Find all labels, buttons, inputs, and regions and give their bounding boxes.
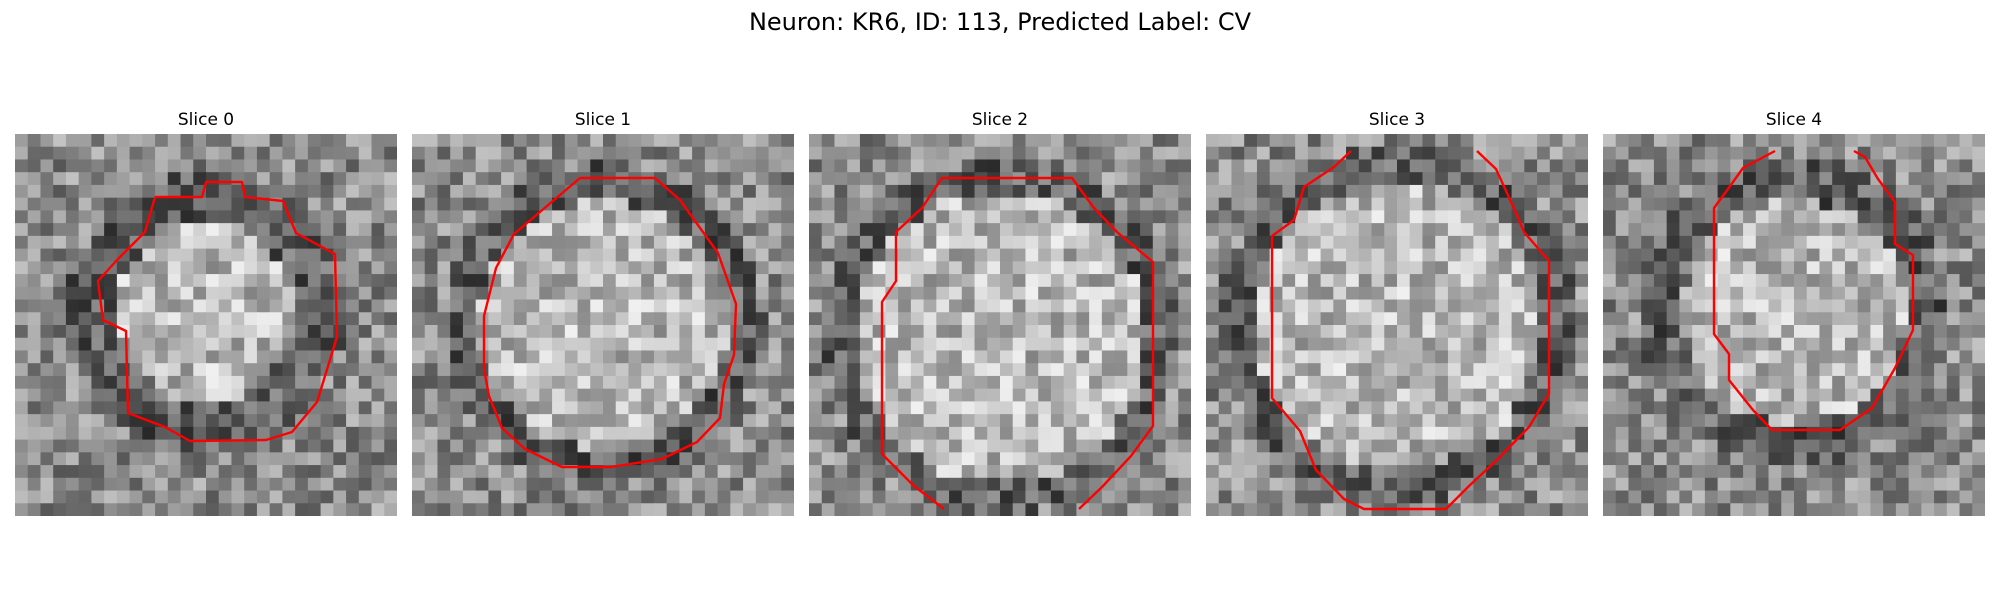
slice-title-3: Slice 3 [1368, 110, 1426, 130]
slice-title-0: Slice 0 [177, 110, 235, 130]
slice-title-4: Slice 4 [1765, 110, 1823, 130]
slice-panel-0: Slice 0 [15, 110, 397, 516]
slice-image-3 [1206, 134, 1588, 516]
slice-title-1: Slice 1 [574, 110, 632, 130]
figure-title: Neuron: KR6, ID: 113, Predicted Label: C… [748, 8, 1252, 36]
slice-image-1 [412, 134, 794, 516]
roi-contour [1712, 149, 1915, 432]
roi-contour [880, 176, 1155, 510]
slice-panel-4: Slice 4 [1603, 110, 1985, 516]
slice-panel-2: Slice 2 [809, 110, 1191, 516]
slice-panel-3: Slice 3 [1206, 110, 1588, 516]
slice-image-4 [1603, 134, 1985, 516]
slice-image-0 [15, 134, 397, 516]
roi-contour [96, 180, 339, 443]
slice-image-2 [809, 134, 1191, 516]
slice-title-2: Slice 2 [971, 110, 1029, 130]
roi-contour [482, 176, 738, 469]
roi-contour [1270, 150, 1551, 511]
slice-panel-1: Slice 1 [412, 110, 794, 516]
